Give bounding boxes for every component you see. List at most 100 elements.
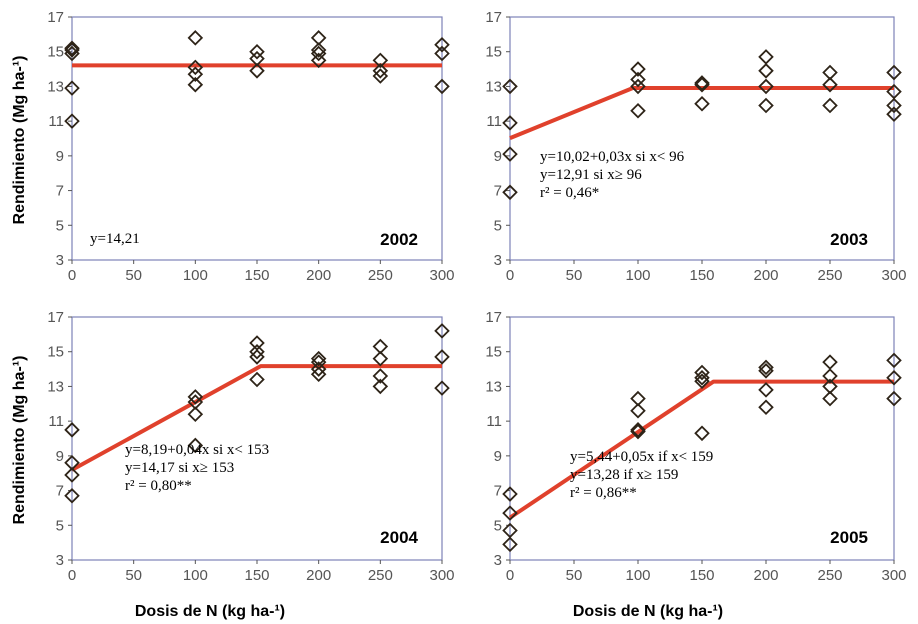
plot-frame	[71, 16, 443, 261]
y-tick-label: 15	[485, 44, 502, 61]
data-point	[758, 399, 774, 416]
data-point	[434, 349, 450, 365]
data-point	[372, 350, 389, 367]
equation-line: y=10,02+0,03x si x< 96	[540, 149, 685, 165]
x-tick-label: 0	[506, 267, 514, 284]
panel-2004: 3 5 7 9 11 13 15 17 0 50 100 150 200 250 300 y=8,19+0,0…	[47, 309, 454, 584]
data-point	[502, 522, 518, 539]
x-tick-label: 300	[881, 267, 906, 284]
data-point	[758, 63, 774, 79]
data-point	[822, 390, 838, 407]
x-tick-label: 150	[689, 567, 714, 584]
data-point	[502, 146, 518, 162]
data-point	[694, 96, 710, 112]
data-point	[822, 378, 838, 395]
data-point	[310, 361, 327, 377]
x-tick-label: 100	[183, 267, 208, 284]
y-axis-label-top: Rendimiento (Mg ha-¹)	[11, 56, 28, 225]
data-point	[187, 30, 204, 46]
data-point	[64, 455, 80, 471]
data-point	[502, 115, 518, 131]
y-tick-label: 9	[494, 148, 502, 165]
data-point	[249, 50, 265, 67]
y-tick-label: 15	[485, 344, 502, 361]
data-point	[187, 437, 204, 454]
data-point	[822, 76, 838, 93]
x-tick-label: 150	[244, 567, 269, 584]
x-tick-label: 250	[817, 567, 842, 584]
x-tick-label: 200	[753, 267, 778, 284]
panel-2002: 3 5 7 9 11 13 15 17 0 50 100 150 200 250 300 y=14,21 200…	[47, 9, 454, 284]
y-tick-label: 17	[485, 9, 502, 26]
x-axis-label-right: Dosis de N (kg ha-¹)	[573, 603, 723, 620]
data-point	[630, 61, 646, 77]
y-tick-label: 11	[486, 113, 502, 130]
x-tick-label: 100	[625, 567, 650, 584]
x-tick-label: 200	[306, 267, 331, 284]
data-point	[187, 389, 204, 405]
data-point	[249, 371, 265, 388]
data-point	[502, 486, 518, 502]
x-tick-label: 50	[566, 567, 583, 584]
data-point	[372, 368, 389, 384]
y-tick-label: 9	[494, 448, 502, 465]
panel-2005: 3 5 7 9 11 13 15 17 0 50 100 150 200 250 300 y=5,44+0,0…	[485, 309, 906, 584]
data-point	[502, 78, 518, 95]
data-point	[886, 97, 902, 114]
plot-frame	[509, 316, 895, 561]
x-axis-label-left: Dosis de N (kg ha-¹)	[135, 603, 285, 620]
equation-line: y=13,28 if x≥ 159	[570, 467, 678, 483]
data-point	[64, 40, 80, 57]
y-tick-label: 3	[56, 252, 64, 269]
y-tick-label: 5	[56, 517, 64, 534]
x-tick-label: 250	[368, 267, 393, 284]
x-tick-label: 100	[183, 567, 208, 584]
x-tick-label: 300	[429, 267, 454, 284]
data-point	[64, 467, 80, 483]
data-point	[630, 402, 646, 419]
x-tick-label: 250	[368, 567, 393, 584]
data-point	[249, 43, 265, 60]
y-tick-label: 11	[486, 413, 502, 430]
x-tick-label: 300	[881, 567, 906, 584]
data-point	[886, 83, 902, 100]
data-point	[886, 64, 902, 81]
x-tick-label: 250	[817, 267, 842, 284]
equation-line: y=8,19+0,04x si x< 153	[125, 442, 269, 458]
y-tick-label: 15	[47, 44, 64, 61]
equation-line: y=14,17 si x≥ 153	[125, 460, 234, 476]
data-point	[630, 390, 646, 407]
data-point	[886, 106, 902, 122]
data-point	[886, 369, 902, 386]
data-point	[187, 406, 204, 422]
data-point	[187, 76, 204, 93]
data-point	[187, 66, 204, 83]
data-point	[249, 343, 265, 360]
y-axis-label-bottom: Rendimiento (Mg ha-¹)	[11, 356, 28, 525]
year-label: 2004	[380, 528, 418, 547]
y-tick-label: 9	[56, 448, 64, 465]
data-point	[310, 42, 327, 58]
equation-line: r² = 0,80**	[125, 478, 192, 494]
data-point	[758, 359, 774, 376]
x-tick-label: 100	[625, 267, 650, 284]
y-tick-label: 7	[56, 483, 64, 500]
y-tick-label: 13	[47, 78, 64, 95]
data-point	[630, 102, 646, 119]
x-tick-label: 150	[689, 267, 714, 284]
data-point	[434, 78, 450, 95]
y-tick-label: 11	[48, 113, 64, 130]
x-tick-label: 50	[125, 567, 142, 584]
y-tick-label: 13	[485, 78, 502, 95]
y-tick-label: 5	[56, 217, 64, 234]
year-label: 2005	[830, 528, 868, 547]
x-tick-label: 50	[566, 267, 583, 284]
y-tick-label: 9	[56, 148, 64, 165]
data-point	[249, 335, 265, 351]
data-point	[502, 184, 518, 201]
y-tick-label: 5	[494, 217, 502, 234]
data-point	[694, 75, 710, 91]
x-tick-label: 300	[429, 567, 454, 584]
data-point	[310, 350, 327, 367]
data-point	[502, 536, 518, 553]
